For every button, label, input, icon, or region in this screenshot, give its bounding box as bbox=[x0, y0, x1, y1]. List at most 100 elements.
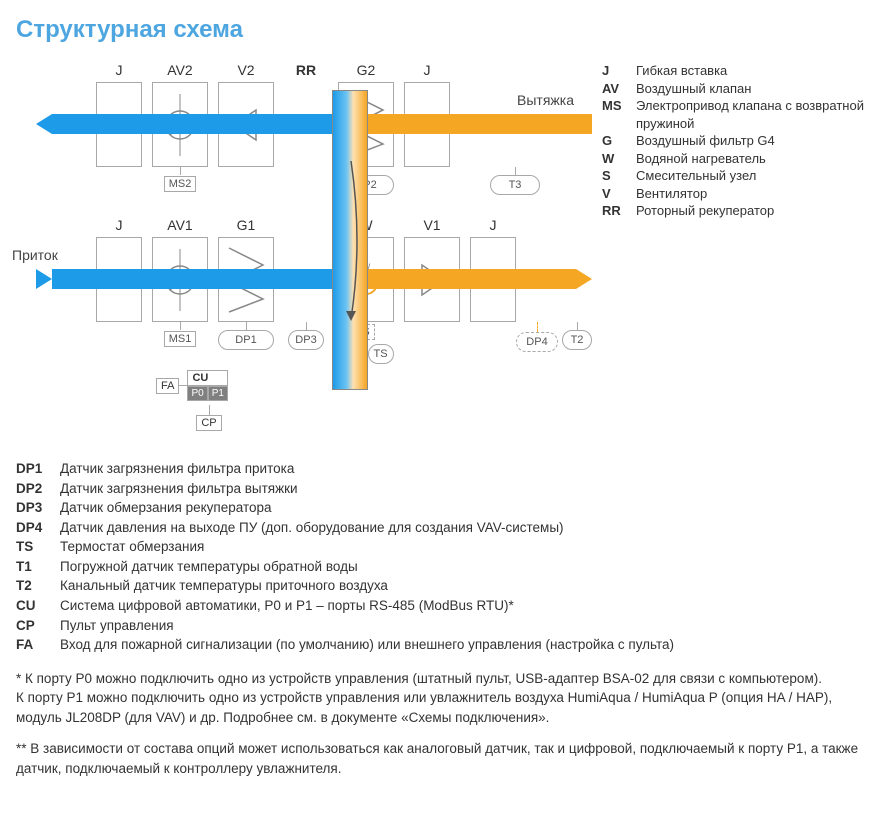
tag-cp: CP bbox=[196, 415, 221, 431]
legend-text: Вентилятор bbox=[636, 185, 707, 203]
footnote: * К порту P0 можно подключить одно из ус… bbox=[16, 669, 877, 728]
sensor-t2: T2 bbox=[562, 330, 592, 350]
rotation-arrow-icon bbox=[339, 151, 363, 331]
arrow-right-icon bbox=[576, 269, 592, 289]
tag-fa: FA bbox=[156, 378, 179, 394]
definitions: DP1Датчик загрязнения фильтра притокаDP2… bbox=[16, 459, 877, 655]
lbl-g2: G2 bbox=[338, 62, 394, 82]
port-p1: P1 bbox=[208, 386, 228, 401]
def-text: Датчик загрязнения фильтра вытяжки bbox=[60, 479, 298, 499]
exhaust-row: Вытяжка bbox=[36, 82, 592, 167]
def-row: T2Канальный датчик температуры приточног… bbox=[16, 576, 877, 596]
def-symbol: CU bbox=[16, 596, 60, 616]
bottom-sublabels: MS1 DP1 DP3 S T1 TS bbox=[36, 322, 592, 366]
def-row: TSТермостат обмерзания bbox=[16, 537, 877, 557]
legend-row: MSЭлектропривод клапана с возвратной пру… bbox=[602, 97, 877, 132]
port-p0: P0 bbox=[187, 386, 207, 401]
def-symbol: FA bbox=[16, 635, 60, 655]
lbl-j: J bbox=[96, 62, 142, 82]
legend-row: AVВоздушный клапан bbox=[602, 80, 877, 98]
page-title: Структурная схема bbox=[16, 16, 877, 44]
def-symbol: DP2 bbox=[16, 479, 60, 499]
legend-row: WВодяной нагреватель bbox=[602, 150, 877, 168]
sensor-t3: T3 bbox=[490, 175, 540, 195]
sensor-dp1: DP1 bbox=[218, 330, 274, 350]
def-row: DP4Датчик давления на выходе ПУ (доп. об… bbox=[16, 518, 877, 538]
tag-ms2: MS2 bbox=[164, 176, 197, 192]
lbl-j2: J bbox=[404, 62, 450, 82]
legend-symbol: RR bbox=[602, 202, 636, 220]
def-symbol: DP4 bbox=[16, 518, 60, 538]
def-symbol: DP1 bbox=[16, 459, 60, 479]
def-row: CPПульт управления bbox=[16, 616, 877, 636]
legend-text: Водяной нагреватель bbox=[636, 150, 766, 168]
lbl-j: J bbox=[470, 217, 516, 237]
lbl-v2: V2 bbox=[218, 62, 274, 82]
top-labels: J AV2 V2 RR G2 J bbox=[36, 62, 592, 82]
tag-ms1: MS1 bbox=[164, 331, 197, 347]
legend-symbol: J bbox=[602, 62, 636, 80]
def-symbol: TS bbox=[16, 537, 60, 557]
legend-row: RRРоторный рекуператор bbox=[602, 202, 877, 220]
diagram: J AV2 V2 RR G2 J Вытяжка bbox=[16, 62, 592, 431]
legend-row: GВоздушный фильтр G4 bbox=[602, 132, 877, 150]
def-text: Датчик загрязнения фильтра притока bbox=[60, 459, 294, 479]
bottom-labels: J AV1 G1 W V1 J bbox=[36, 217, 592, 237]
legend-row: JГибкая вставка bbox=[602, 62, 877, 80]
lbl-j: J bbox=[96, 217, 142, 237]
legend-symbol: S bbox=[602, 167, 636, 185]
def-text: Вход для пожарной сигнализации (по умолч… bbox=[60, 635, 674, 655]
lbl-av1: AV1 bbox=[152, 217, 208, 237]
legend-symbol: AV bbox=[602, 80, 636, 98]
def-row: FAВход для пожарной сигнализации (по умо… bbox=[16, 635, 877, 655]
def-row: DP3Датчик обмерзания рекуператора bbox=[16, 498, 877, 518]
def-text: Датчик давления на выходе ПУ (доп. обору… bbox=[60, 518, 564, 538]
lbl-empty bbox=[288, 217, 324, 237]
sensor-dp3: DP3 bbox=[288, 330, 324, 350]
footnotes: * К порту P0 можно подключить одно из ус… bbox=[16, 669, 877, 779]
legend-text: Роторный рекуператор bbox=[636, 202, 774, 220]
legend-symbol: MS bbox=[602, 97, 636, 132]
arrow-right-icon bbox=[36, 269, 52, 289]
lbl-rr: RR bbox=[288, 62, 324, 82]
legend-text: Электропривод клапана с возвратной пружи… bbox=[636, 97, 877, 132]
sensor-ts: TS bbox=[368, 344, 394, 364]
legend-text: Воздушный фильтр G4 bbox=[636, 132, 775, 150]
def-row: DP2Датчик загрязнения фильтра вытяжки bbox=[16, 479, 877, 499]
diagram-wrap: J AV2 V2 RR G2 J Вытяжка bbox=[16, 62, 877, 431]
def-symbol: T2 bbox=[16, 576, 60, 596]
def-text: Датчик обмерзания рекуператора bbox=[60, 498, 272, 518]
side-legend: JГибкая вставкаAVВоздушный клапанMSЭлект… bbox=[602, 62, 877, 220]
def-symbol: DP3 bbox=[16, 498, 60, 518]
lbl-av2: AV2 bbox=[152, 62, 208, 82]
lbl-v1: V1 bbox=[404, 217, 460, 237]
legend-row: SСмесительный узел bbox=[602, 167, 877, 185]
def-text: Термостат обмерзания bbox=[60, 537, 204, 557]
footnote: ** В зависимости от состава опций может … bbox=[16, 739, 877, 778]
legend-row: VВентилятор bbox=[602, 185, 877, 203]
sensor-dp4: DP4 bbox=[516, 332, 558, 352]
def-text: Система цифровой автоматики, P0 и P1 – п… bbox=[60, 596, 514, 616]
def-row: DP1Датчик загрязнения фильтра притока bbox=[16, 459, 877, 479]
def-text: Погружной датчик температуры обратной во… bbox=[60, 557, 358, 577]
legend-symbol: G bbox=[602, 132, 636, 150]
def-symbol: T1 bbox=[16, 557, 60, 577]
supply-row: Приток bbox=[36, 237, 592, 322]
top-sublabels: MS2 DP2 T3 bbox=[36, 167, 592, 203]
def-text: Пульт управления bbox=[60, 616, 174, 636]
legend-text: Воздушный клапан bbox=[636, 80, 751, 98]
lbl-g1: G1 bbox=[218, 217, 274, 237]
legend-text: Гибкая вставка bbox=[636, 62, 727, 80]
supply-label: Приток bbox=[12, 247, 58, 263]
legend-symbol: W bbox=[602, 150, 636, 168]
legend-text: Смесительный узел bbox=[636, 167, 756, 185]
exhaust-label: Вытяжка bbox=[517, 92, 574, 108]
def-row: CUСистема цифровой автоматики, P0 и P1 –… bbox=[16, 596, 877, 616]
def-text: Канальный датчик температуры приточного … bbox=[60, 576, 388, 596]
rotary-recuperator bbox=[332, 90, 368, 390]
def-row: T1Погружной датчик температуры обратной … bbox=[16, 557, 877, 577]
arrow-left-icon bbox=[36, 114, 52, 134]
cu-block: FA CU P0 P1 bbox=[156, 370, 592, 401]
tag-cu: CU bbox=[187, 370, 227, 386]
def-symbol: CP bbox=[16, 616, 60, 636]
